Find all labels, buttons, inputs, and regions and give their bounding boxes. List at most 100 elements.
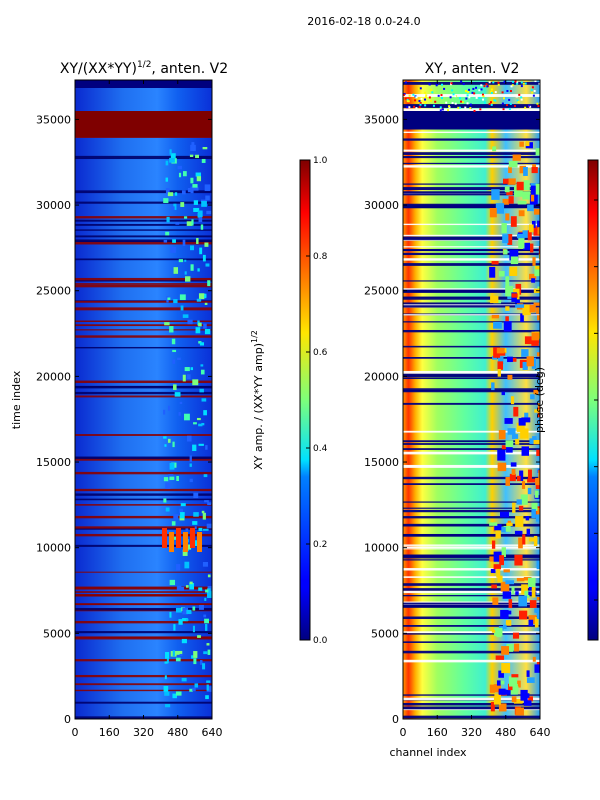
phase-noise-speck	[520, 96, 523, 99]
amplitude-texture-speck	[180, 305, 184, 311]
phase-texture-patch	[530, 192, 535, 202]
amplitude-texture-speck	[206, 523, 212, 529]
phase-noise-speck	[440, 94, 443, 97]
amplitude-texture-speck	[169, 611, 172, 618]
phase-texture-patch	[521, 349, 529, 357]
phase-texture-patch	[514, 530, 523, 535]
phase-noise-speck	[534, 80, 537, 83]
amplitude-texture-speck	[204, 500, 209, 503]
phase-texture-patch	[507, 374, 513, 380]
phase-texture-patch	[497, 575, 503, 583]
amplitude-texture-speck	[179, 508, 183, 514]
phase-texture-patch	[530, 185, 536, 195]
phase-noise-speck	[488, 103, 491, 106]
phase-texture-patch	[515, 516, 524, 528]
phase-noise-speck	[425, 94, 428, 97]
phase-flag-stripe	[403, 633, 540, 635]
phase-noise-speck	[469, 103, 472, 106]
amplitude-texture-speck	[207, 574, 211, 578]
amplitude-texture-speck	[196, 298, 202, 302]
phase-noise-speck	[458, 106, 461, 109]
amplitude-texture-speck	[174, 392, 181, 397]
phase-noise-speck	[450, 82, 453, 85]
amplitude-flag-stripe	[75, 607, 212, 611]
phase-texture-patch	[519, 165, 527, 174]
amplitude-texture-speck	[178, 172, 182, 178]
phase-noise-speck	[424, 96, 427, 99]
amplitude-texture-speck	[170, 246, 176, 253]
amplitude-texture-speck	[182, 607, 189, 615]
phase-texture-patch	[528, 696, 533, 702]
phase-texture-patch	[531, 332, 539, 341]
amplitude-texture-speck	[205, 589, 209, 593]
phase-texture-patch	[513, 698, 523, 704]
amplitude-texture-speck	[204, 242, 209, 247]
amplitude-texture-speck	[189, 154, 194, 158]
phase-texture-patch	[496, 631, 502, 638]
amplitude-flag-stripe	[75, 324, 212, 327]
phase-texture-patch	[527, 230, 532, 241]
amplitude-texture-speck	[166, 657, 169, 664]
amplitude-flag-stripe	[75, 471, 212, 475]
phase-noise-speck	[536, 102, 539, 105]
amplitude-flag-stripe	[75, 395, 212, 398]
phase-noise-speck	[451, 89, 454, 92]
amplitude-colorbar-tick-label: 0.0	[313, 636, 328, 646]
amplitude-texture-speck	[190, 264, 194, 271]
amplitude-texture-speck	[190, 177, 194, 184]
phase-texture-patch	[527, 478, 536, 483]
phase-texture-patch	[521, 417, 531, 423]
amplitude-texture-speck	[178, 259, 184, 263]
amplitude-texture-speck	[163, 685, 169, 692]
amplitude-texture-speck	[194, 683, 199, 688]
phase-texture-patch	[504, 418, 513, 424]
phase-texture-patch	[511, 468, 516, 475]
amplitude-texture-speck	[175, 607, 182, 613]
amplitude-texture-speck	[198, 527, 203, 531]
phase-texture-patch	[519, 141, 524, 147]
amplitude-texture-speck	[185, 585, 189, 588]
phase-texture-patch	[517, 200, 527, 205]
phase-flag-stripe	[403, 263, 540, 266]
phase-texture-patch	[516, 577, 525, 582]
amplitude-texture-speck	[180, 503, 186, 507]
phase-noise-speck	[505, 104, 508, 107]
phase-noise-speck	[493, 99, 496, 102]
phase-texture-patch	[502, 198, 510, 205]
phase-texture-patch	[506, 522, 513, 527]
amplitude-texture-speck	[172, 239, 176, 243]
phase-texture-patch	[493, 551, 502, 562]
amplitude-flag-stripe	[75, 307, 212, 311]
phase-noise-speck	[419, 103, 422, 106]
phase-texture-patch	[535, 477, 540, 486]
amplitude-texture-speck	[164, 704, 171, 708]
phase-texture-patch	[501, 526, 506, 533]
amplitude-texture-speck	[197, 268, 200, 272]
phase-texture-patch	[511, 434, 519, 439]
phase-flag-stripe	[403, 374, 540, 378]
phase-flag-stripe	[403, 138, 540, 141]
amplitude-texture-speck	[207, 649, 211, 655]
amplitude-texture-speck	[173, 514, 179, 520]
amplitude-flag-stripe	[75, 157, 212, 160]
amplitude-texture-speck	[198, 423, 203, 427]
amplitude-flag-stripe	[75, 603, 212, 605]
phase-flag-stripe	[403, 590, 540, 594]
phase-texture-patch	[498, 356, 504, 365]
phase-texture-patch	[505, 306, 510, 311]
phase-texture-patch	[535, 148, 540, 156]
phase-noise-speck	[494, 99, 497, 102]
amplitude-flag-stripe	[75, 201, 212, 204]
phase-noise-speck	[407, 100, 410, 103]
amplitude-texture-speck	[167, 297, 171, 300]
amplitude-texture-speck	[164, 444, 167, 447]
amplitude-texture-speck	[182, 549, 188, 556]
phase-y-tick-label: 35000	[364, 113, 399, 126]
amplitude-hot-block	[197, 532, 202, 552]
phase-flag-stripe	[403, 314, 540, 316]
phase-noise-speck	[466, 102, 469, 105]
phase-texture-patch	[498, 430, 506, 440]
phase-noise-speck	[419, 102, 422, 105]
amplitude-texture-speck	[192, 184, 198, 188]
phase-texture-patch	[526, 677, 535, 683]
